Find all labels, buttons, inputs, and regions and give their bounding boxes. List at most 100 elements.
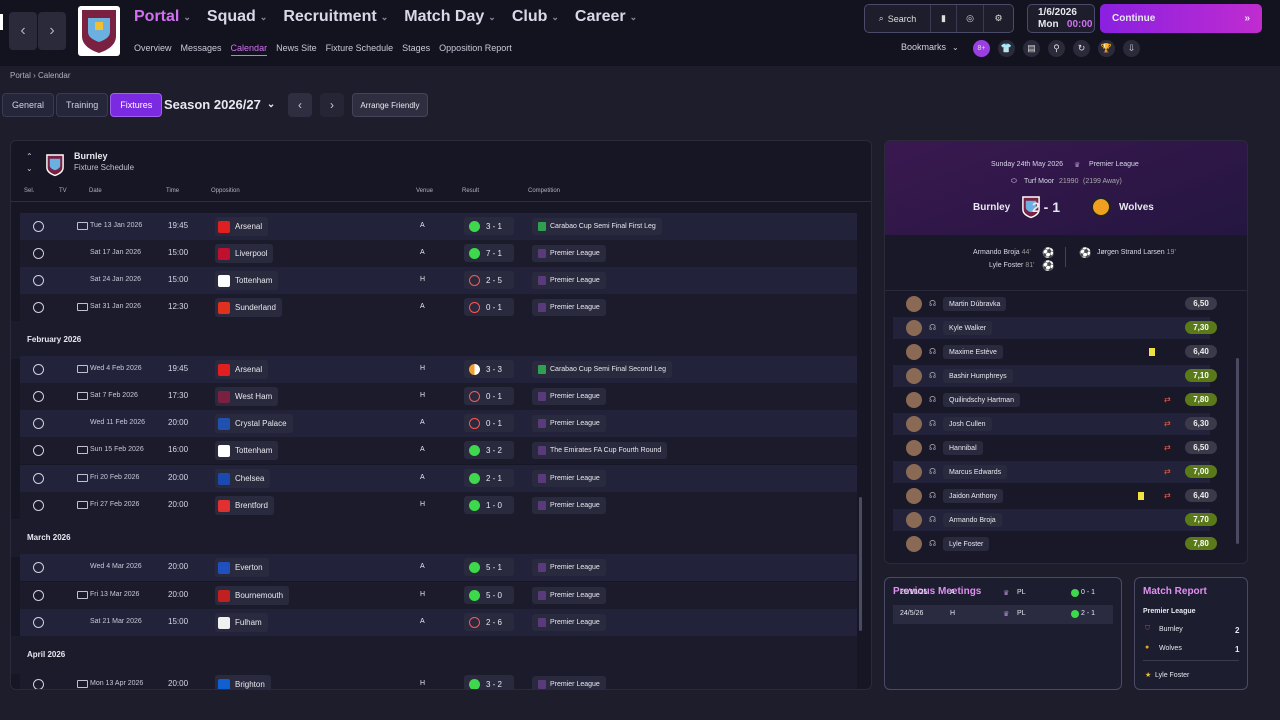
select-radio[interactable]	[33, 445, 44, 456]
fixture-row[interactable]: Mon 13 Apr 2026 20:00 Brighton H 3 - 2 Premie…	[20, 671, 857, 689]
subnav-overview[interactable]: Overview	[134, 43, 172, 53]
tab-training[interactable]: Training	[56, 93, 109, 117]
result[interactable]: 0 - 1	[464, 298, 514, 316]
menu-career[interactable]: Career ⌄	[574, 8, 638, 25]
col-time[interactable]: Time	[166, 188, 180, 194]
select-radio[interactable]	[33, 221, 44, 232]
subnav-stages[interactable]: Stages	[402, 43, 431, 53]
tab-fixtures[interactable]: Fixtures	[110, 93, 163, 117]
player-name[interactable]: Hannibal	[943, 441, 983, 455]
meeting-row[interactable]: ♛ 25/10/25 A PL 0 - 1	[893, 584, 1113, 603]
opposition[interactable]: Sunderland	[215, 298, 282, 317]
result[interactable]: 5 - 1	[464, 558, 514, 576]
opposition[interactable]: Tottenham	[215, 271, 279, 290]
scrollbar[interactable]	[859, 497, 862, 631]
refresh-icon[interactable]: ↻	[1073, 40, 1090, 57]
player-name[interactable]: Lyle Foster	[943, 537, 990, 551]
competition[interactable]: The Emirates FA Cup Fourth Round	[532, 442, 668, 459]
continue-button[interactable]: Continue»	[1100, 4, 1262, 33]
club-crest-icon[interactable]	[78, 6, 120, 56]
player-row[interactable]: ☊ Maxime Estève 6,40	[893, 341, 1217, 363]
player-name[interactable]: Quilindschy Hartman	[943, 393, 1020, 407]
meeting-row[interactable]: ♛ 24/5/26 H PL 2 - 1	[893, 605, 1113, 624]
competition[interactable]: Premier League	[532, 415, 606, 432]
col-opposition[interactable]: Opposition	[211, 188, 240, 194]
fixture-row[interactable]: Fri 20 Feb 2026 20:00 Chelsea A 2 - 1 Premier…	[20, 465, 857, 492]
player-name[interactable]: Armando Broja	[943, 513, 1002, 527]
fixture-row[interactable]: Sat 17 Jan 2026 15:00 Liverpool A 7 - 1 Premi…	[20, 240, 857, 267]
select-radio[interactable]	[33, 562, 44, 573]
player-name[interactable]: Bashir Humphreys	[943, 369, 1013, 383]
player-row[interactable]: ☊ Jaidon Anthony ⇄ 6,40	[893, 485, 1217, 507]
opposition[interactable]: Fulham	[215, 613, 268, 632]
fixture-row[interactable]: Wed 11 Feb 2026 20:00 Crystal Palace A 0 - 1…	[20, 410, 857, 437]
person-icon[interactable]: ⚲	[1048, 40, 1065, 57]
result[interactable]: 1 - 0	[464, 496, 514, 514]
fixture-row[interactable]: Tue 13 Jan 2026 19:45 Arsenal A 3 - 1 Carabao…	[20, 213, 857, 240]
previous-season-button[interactable]: ‹	[288, 93, 312, 117]
select-radio[interactable]	[33, 391, 44, 402]
select-radio[interactable]	[33, 418, 44, 429]
result[interactable]: 2 - 5	[464, 271, 514, 289]
select-radio[interactable]	[33, 364, 44, 375]
player-row[interactable]: ☊ Marcus Edwards ⇄ 7,00	[893, 461, 1217, 483]
result[interactable]: 3 - 3	[464, 360, 514, 378]
result[interactable]: 5 - 0	[464, 586, 514, 604]
competition[interactable]: Premier League	[532, 614, 606, 631]
select-radio[interactable]	[33, 302, 44, 313]
forward-button[interactable]: ›	[38, 12, 66, 50]
fixture-row[interactable]: Fri 13 Mar 2026 20:00 Bournemouth H 5 - 0 Pre…	[20, 582, 857, 609]
competition[interactable]: Premier League	[532, 676, 606, 689]
competition[interactable]: Premier League	[532, 388, 606, 405]
collapse-toggle[interactable]: ⌃ ⌄	[26, 152, 33, 173]
select-radio[interactable]	[33, 617, 44, 628]
menu-recruitment[interactable]: Recruitment ⌄	[283, 8, 389, 25]
fixture-row[interactable]: Fri 27 Feb 2026 20:00 Brentford H 1 - 0 Premi…	[20, 492, 857, 519]
subnav-fixture-schedule[interactable]: Fixture Schedule	[325, 43, 394, 53]
player-row[interactable]: ☊ Kyle Walker 7,30	[893, 317, 1217, 339]
competition[interactable]: Carabao Cup Semi Final Second Leg	[532, 361, 672, 378]
subnav-opposition-report[interactable]: Opposition Report	[439, 43, 512, 53]
select-radio[interactable]	[33, 248, 44, 259]
competition[interactable]: Premier League	[532, 299, 606, 316]
competition[interactable]: Premier League	[532, 587, 606, 604]
competition[interactable]: Carabao Cup Semi Final First Leg	[532, 218, 662, 235]
bookmark-icon[interactable]: ▮	[931, 5, 957, 32]
opposition[interactable]: Bournemouth	[215, 586, 290, 605]
opposition[interactable]: Brentford	[215, 496, 274, 515]
fixture-row[interactable]: Sat 31 Jan 2026 12:30 Sunderland A 0 - 1 Prem…	[20, 294, 857, 321]
menu-club[interactable]: Club ⌄	[511, 8, 559, 25]
select-radio[interactable]	[33, 473, 44, 484]
player-row[interactable]: ☊ Bashir Humphreys 7,10	[893, 365, 1217, 387]
competition[interactable]: Premier League	[532, 497, 606, 514]
subnav-messages[interactable]: Messages	[180, 43, 222, 53]
result[interactable]: 0 - 1	[464, 414, 514, 432]
fixture-row[interactable]: Sat 24 Jan 2026 15:00 Tottenham H 2 - 5 Premi…	[20, 267, 857, 294]
col-venue[interactable]: Venue	[416, 188, 434, 194]
player-row[interactable]: ☊ Armando Broja 7,70	[893, 509, 1217, 531]
player-row[interactable]: ☊ Josh Cullen ⇄ 6,30	[893, 413, 1217, 435]
player-name[interactable]: Kyle Walker	[943, 321, 993, 335]
opposition[interactable]: Chelsea	[215, 469, 271, 488]
player-name[interactable]: Martin Dúbravka	[943, 297, 1007, 311]
menu-squad[interactable]: Squad ⌄	[206, 8, 268, 25]
result[interactable]: 7 - 1	[464, 244, 514, 262]
clipboard-icon[interactable]: ▤	[1023, 40, 1040, 57]
player-row[interactable]: ☊ Quilindschy Hartman ⇄ 7,80	[893, 389, 1217, 411]
globe-icon[interactable]: ◎	[957, 5, 984, 32]
competition[interactable]: Premier League	[532, 272, 606, 289]
result[interactable]: 3 - 2	[464, 441, 514, 459]
arrange-friendly-button[interactable]: Arrange Friendly	[352, 93, 428, 117]
subnav-news-site[interactable]: News Site	[276, 43, 317, 53]
result[interactable]: 2 - 1	[464, 469, 514, 487]
competition[interactable]: Premier League	[532, 245, 606, 262]
select-radio[interactable]	[33, 590, 44, 601]
away-team[interactable]: Wolves	[1119, 202, 1154, 213]
player-name[interactable]: Jaidon Anthony	[943, 489, 1003, 503]
fixture-row[interactable]: Wed 4 Feb 2026 19:45 Arsenal H 3 - 3 Carabao …	[20, 356, 857, 383]
subnav-calendar[interactable]: Calendar	[230, 43, 268, 56]
fixture-row[interactable]: Sat 21 Mar 2026 15:00 Fulham A 2 - 6 Premier …	[20, 609, 857, 636]
download-icon[interactable]: ⇩	[1123, 40, 1140, 57]
result[interactable]: 2 - 6	[464, 613, 514, 631]
player-row[interactable]: ☊ Lyle Foster 7,80	[893, 533, 1217, 555]
